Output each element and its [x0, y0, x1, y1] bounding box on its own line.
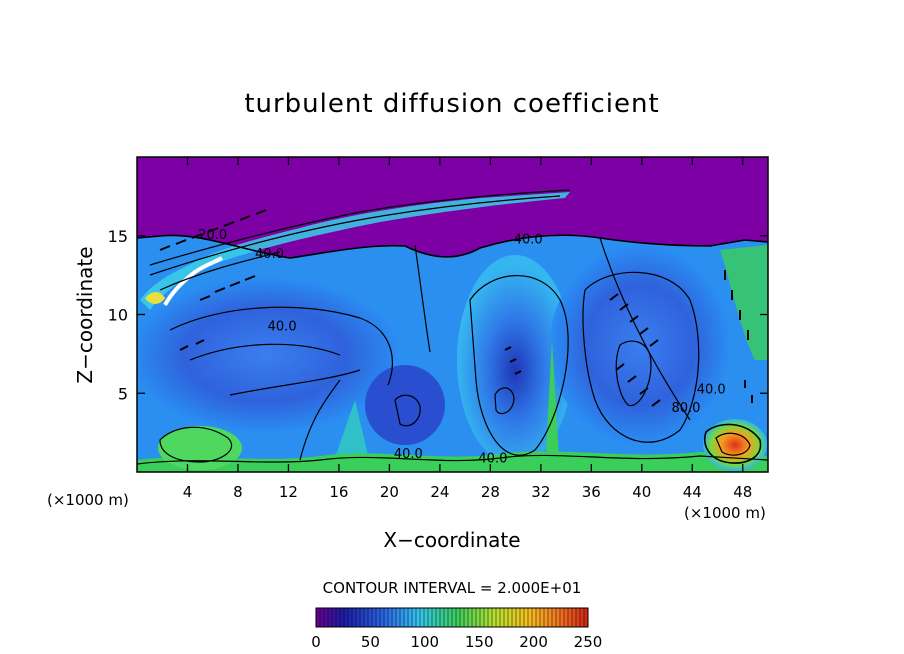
updraft-plume: [545, 340, 560, 472]
y-tick-label: 5: [118, 384, 128, 403]
vortex-center-left: [365, 365, 445, 445]
contour-label: 20.0: [198, 228, 227, 243]
x-tick-label: 8: [233, 483, 243, 501]
x-tick-label: 20: [380, 483, 399, 501]
x-tick-label: 12: [279, 483, 298, 501]
contour-lines: [137, 189, 768, 465]
plot-area: [137, 157, 768, 472]
y-axis-label: Z−coordinate: [73, 246, 97, 383]
x-tick-label: 28: [481, 483, 500, 501]
x-unit-left: (×1000 m): [47, 491, 129, 509]
y-axis: 5 10 15: [108, 227, 768, 403]
contour-label: 40.0: [478, 452, 507, 467]
chart-title: turbulent diffusion coefficient: [244, 89, 659, 119]
contour-label: 80.0: [671, 401, 700, 416]
white-streak: [163, 256, 223, 306]
contour-label: 40.0: [514, 233, 543, 248]
x-tick-label: 24: [430, 483, 449, 501]
surface-layer: [137, 451, 768, 472]
colorbar-ticks: 0 50 100 150 200 250: [311, 633, 602, 651]
contour-label: 40.0: [255, 247, 284, 262]
contour-striations: [159, 209, 753, 407]
x-tick-label: 36: [582, 483, 601, 501]
x-unit-right: (×1000 m): [684, 504, 766, 522]
x-axis-label: X−coordinate: [383, 528, 520, 552]
x-tick-label: 32: [531, 483, 550, 501]
colorbar: 0 50 100 150 200 250: [311, 607, 602, 651]
colorbar-tick-label: 150: [465, 633, 494, 651]
contour-interval: CONTOUR INTERVAL = 2.000E+01: [323, 579, 582, 597]
vortex-right: [550, 245, 730, 445]
colorbar-tick-label: 0: [311, 633, 321, 651]
contour-labels: 40.0 40.0 40.0 40.0 40.0 20.0 80.0 40.0: [198, 228, 725, 467]
colorbar-tick-label: 100: [410, 633, 439, 651]
yellow-patch: [145, 292, 165, 304]
hotspot-right: [703, 419, 767, 471]
y-tick-label: 10: [108, 306, 128, 325]
colorbar-stripes: [319, 608, 585, 627]
colorbar-tick-label: 250: [574, 633, 603, 651]
colorbar-tick-label: 200: [519, 633, 548, 651]
vortex-left: [137, 277, 400, 433]
y-tick-label: 15: [108, 227, 128, 246]
x-tick-label: 40: [632, 483, 651, 501]
x-tick-label: 16: [329, 483, 348, 501]
contour-label: 40.0: [394, 447, 423, 462]
colorbar-frame: [315, 607, 589, 628]
right-edge-plume: [720, 245, 768, 360]
contour-label: 40.0: [268, 319, 297, 334]
x-tick-label: 44: [683, 483, 702, 501]
colorbar-tick-label: 50: [361, 633, 380, 651]
contour-label: 40.0: [697, 382, 726, 397]
x-axis: 4 8 12 16 20 24 28 32 36 40 44 48: [183, 157, 752, 501]
x-tick-label: 48: [733, 483, 752, 501]
x-tick-label: 4: [183, 483, 193, 501]
